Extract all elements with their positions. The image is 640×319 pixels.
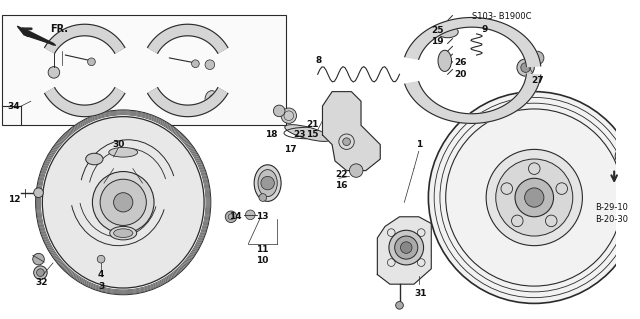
Circle shape [389, 230, 424, 265]
Circle shape [88, 58, 95, 66]
Text: B-20-30: B-20-30 [595, 215, 628, 224]
Text: 9: 9 [481, 25, 488, 33]
Text: 23: 23 [294, 130, 306, 139]
Ellipse shape [258, 170, 277, 197]
Text: 17: 17 [284, 145, 296, 154]
Circle shape [531, 51, 544, 65]
Circle shape [401, 242, 412, 253]
Circle shape [36, 269, 44, 277]
Text: 16: 16 [335, 181, 348, 189]
Polygon shape [148, 88, 228, 117]
Text: 11: 11 [256, 245, 269, 254]
Circle shape [246, 210, 255, 220]
Text: 34: 34 [8, 101, 20, 111]
Ellipse shape [205, 91, 218, 108]
Circle shape [396, 301, 403, 309]
Circle shape [515, 178, 554, 217]
Ellipse shape [36, 110, 211, 295]
Text: 3: 3 [98, 282, 104, 291]
Ellipse shape [254, 165, 281, 201]
Circle shape [273, 105, 285, 117]
Circle shape [525, 188, 544, 207]
Text: 10: 10 [256, 256, 268, 264]
Text: B-29-10: B-29-10 [595, 203, 628, 211]
Text: 14: 14 [229, 212, 242, 221]
Bar [2, 15, 286, 125]
Circle shape [100, 179, 147, 226]
Text: 12: 12 [8, 195, 20, 204]
Circle shape [261, 176, 275, 190]
Text: FR.: FR. [50, 24, 68, 34]
Ellipse shape [109, 226, 137, 240]
Text: 21: 21 [306, 120, 319, 129]
Text: 8: 8 [316, 56, 322, 65]
Text: 18: 18 [265, 130, 277, 139]
Text: 31: 31 [414, 289, 426, 298]
Ellipse shape [86, 153, 103, 165]
Circle shape [259, 194, 267, 201]
Circle shape [342, 138, 351, 145]
Circle shape [191, 60, 199, 68]
Text: 26: 26 [454, 58, 467, 67]
Circle shape [428, 92, 640, 303]
Circle shape [496, 159, 573, 236]
Text: 25: 25 [431, 26, 444, 34]
Circle shape [225, 211, 237, 223]
Ellipse shape [438, 50, 451, 71]
Circle shape [48, 67, 60, 78]
Text: 19: 19 [431, 37, 444, 46]
Circle shape [113, 193, 133, 212]
Ellipse shape [437, 26, 458, 38]
Ellipse shape [109, 147, 138, 157]
Circle shape [34, 266, 47, 279]
Circle shape [521, 63, 531, 72]
Polygon shape [323, 92, 380, 171]
Text: 32: 32 [36, 278, 48, 287]
Circle shape [486, 149, 582, 246]
Polygon shape [378, 217, 431, 284]
Circle shape [395, 236, 418, 259]
Polygon shape [148, 24, 228, 53]
Circle shape [615, 147, 632, 165]
Circle shape [281, 108, 296, 123]
Text: 15: 15 [306, 130, 319, 139]
Text: 4: 4 [98, 270, 104, 279]
Circle shape [97, 255, 105, 263]
Circle shape [517, 59, 534, 76]
Text: 20: 20 [454, 70, 467, 79]
Polygon shape [404, 74, 541, 123]
Text: S103- B1900C: S103- B1900C [472, 12, 531, 21]
Circle shape [92, 172, 154, 233]
Text: 27: 27 [531, 76, 544, 85]
Polygon shape [45, 88, 125, 117]
Ellipse shape [42, 117, 204, 288]
Circle shape [619, 151, 628, 161]
Circle shape [34, 188, 44, 197]
Text: 30: 30 [112, 140, 125, 149]
Ellipse shape [285, 125, 332, 141]
Text: 22: 22 [335, 170, 348, 179]
Polygon shape [404, 18, 541, 67]
Circle shape [33, 253, 44, 265]
Polygon shape [17, 26, 56, 45]
Circle shape [205, 60, 214, 70]
Text: 1: 1 [416, 140, 422, 149]
Text: 13: 13 [256, 212, 269, 221]
Polygon shape [45, 24, 125, 53]
Ellipse shape [113, 229, 133, 237]
Circle shape [349, 164, 363, 177]
